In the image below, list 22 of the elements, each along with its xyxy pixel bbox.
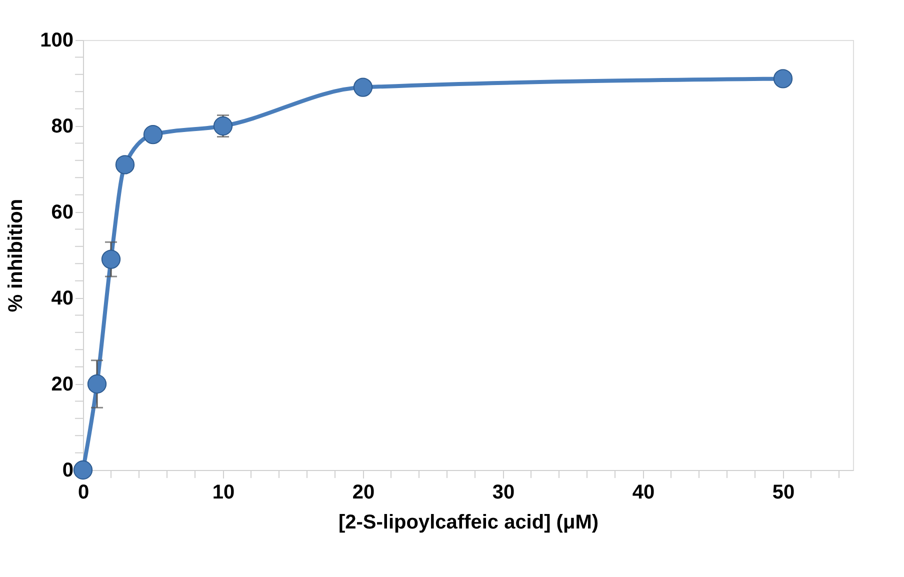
point [353, 78, 373, 97]
x-tick-label: 10 [212, 482, 235, 504]
x-axis-title: [2-S-lipoylcaffeic acid] (μM) [338, 512, 599, 534]
x-tick-label: 20 [352, 482, 375, 504]
point [213, 116, 233, 136]
x-tick-label: 50 [772, 482, 795, 504]
y-tick-label: 20 [51, 374, 74, 396]
x-tick-label: 40 [632, 482, 655, 504]
point [115, 155, 135, 174]
y-tick-label: 0 [62, 460, 74, 482]
y-tick-label: 60 [51, 202, 74, 224]
point [87, 374, 107, 394]
y-tick-label: 80 [51, 116, 74, 138]
y-axis-title: % inhibition [5, 198, 28, 312]
y-tick-label: 40 [51, 288, 74, 310]
y-tick-label: 100 [40, 30, 74, 52]
point [773, 69, 793, 88]
x-tick-label: 30 [492, 482, 515, 504]
x-tick-label: 0 [78, 482, 90, 504]
point [143, 125, 163, 144]
point [73, 460, 93, 480]
point [101, 250, 121, 269]
